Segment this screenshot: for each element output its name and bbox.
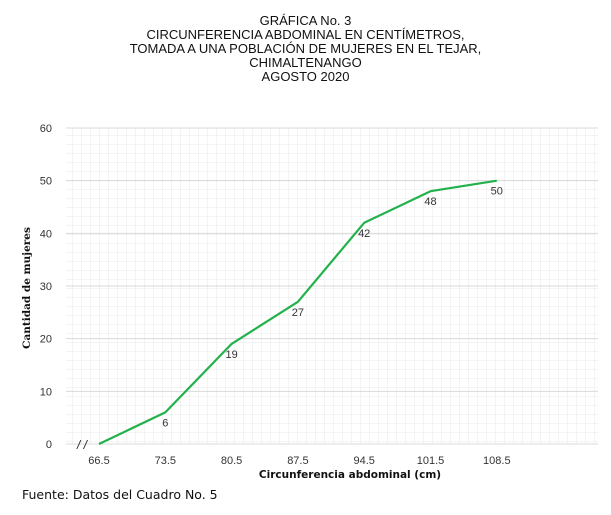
y-axis-label: Cantidad de mujeres [21,227,33,349]
y-tick-label: 30 [40,281,52,293]
chart-title-line-3: TOMADA A UNA POBLACIÓN DE MUJERES EN EL … [129,41,482,56]
y-axis-ticks: 0 10 20 30 40 50 60 [40,123,52,451]
line-chart: 0 10 20 30 40 50 60 66.5 73.5 80.5 87.5 94.5 101.5 1… [21,123,598,480]
y-tick-label: 60 [40,123,52,135]
x-axis-ticks: 66.5 73.5 80.5 87.5 94.5 101.5 108.5 [88,455,510,467]
data-label: 6 [162,417,168,429]
data-labels: 6 19 27 42 48 50 [162,186,503,430]
data-label: 48 [424,196,436,208]
x-tick-label: 101.5 [417,455,445,467]
x-axis-label: Circunferencia abdominal (cm) [259,469,441,480]
x-tick-label: 87.5 [287,455,308,467]
data-label: 42 [358,228,370,240]
y-tick-label: 0 [46,439,52,451]
chart-title-line-2: CIRCUNFERENCIA ABDOMINAL EN CENTÍMETROS, [146,27,465,42]
data-label: 50 [491,186,503,198]
x-tick-label: 80.5 [221,455,242,467]
data-label: 19 [225,349,237,361]
x-tick-label: 108.5 [483,455,511,467]
y-gridlines [66,127,598,445]
x-tick-label: 66.5 [88,455,109,467]
chart-title-line-4: CHIMALTENANGO [249,55,362,70]
y-tick-label: 10 [40,386,52,398]
y-tick-label: 40 [40,228,52,240]
x-tick-label: 73.5 [155,455,176,467]
series-line [98,179,497,445]
y-tick-label: 20 [40,334,52,346]
axis-break-symbol: / / [76,438,89,452]
chart-title: GRÁFICA No. 3 CIRCUNFERENCIA ABDOMINAL E… [0,14,611,84]
y-tick-label: 50 [40,176,52,188]
x-tick-label: 94.5 [353,455,374,467]
source-note: Fuente: Datos del Cuadro No. 5 [22,487,218,502]
data-label: 27 [292,307,304,319]
chart-title-line-5: AGOSTO 2020 [261,69,350,84]
chart-title-line-1: GRÁFICA No. 3 [259,13,352,28]
